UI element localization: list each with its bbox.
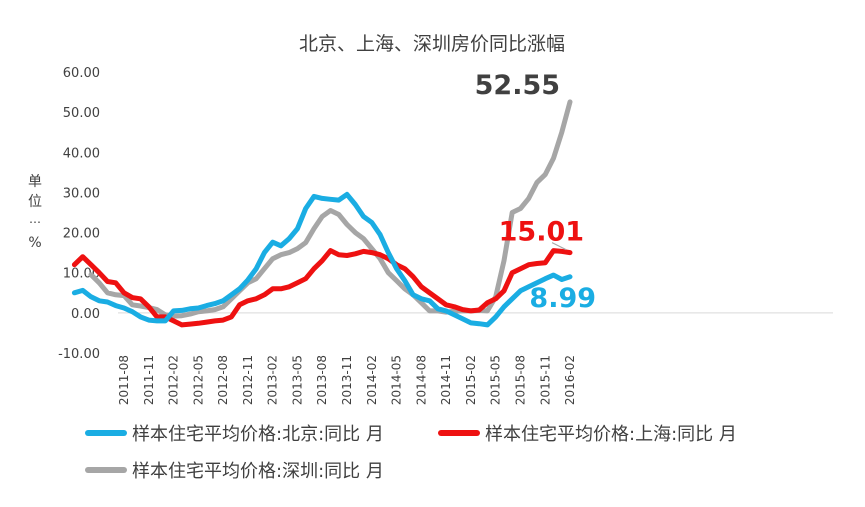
x-tick-label: 2015-11 <box>538 355 552 405</box>
x-tick-label: 2013-08 <box>315 355 329 405</box>
y-axis-ticks: -10.00 0.00 10.00 20.00 30.00 40.00 50.00 60.00 <box>58 66 100 362</box>
legend-label: 样本住宅平均价格:上海:同比 月 <box>485 424 737 445</box>
y-tick-label: 40.00 <box>63 146 100 161</box>
y-tick-label: 0.00 <box>71 307 100 322</box>
x-tick-label: 2012-05 <box>191 355 205 405</box>
y-axis-label-glyph-2: 位 <box>28 194 42 210</box>
x-tick-label: 2013-11 <box>340 355 354 405</box>
x-tick-label: 2014-02 <box>365 355 379 405</box>
y-axis-label-glyph-1: 单 <box>28 174 42 190</box>
x-tick-label: 2012-08 <box>216 355 230 405</box>
annotation-leader-line <box>551 242 567 251</box>
legend-label: 样本住宅平均价格:北京:同比 月 <box>132 424 384 445</box>
series-line-1 <box>71 248 573 328</box>
x-tick-label: 2012-02 <box>167 355 181 405</box>
y-tick-label: 30.00 <box>63 186 100 201</box>
x-tick-label: 2013-05 <box>290 355 304 405</box>
y-tick-label: 60.00 <box>63 66 100 81</box>
legend: 样本住宅平均价格:北京:同比 月 样本住宅平均价格:上海:同比 月样本住宅平均价格… <box>85 424 737 482</box>
x-tick-label: 2014-05 <box>390 355 404 405</box>
x-tick-label: 2015-05 <box>489 355 503 405</box>
end-value-label: 52.55 <box>475 70 560 101</box>
series-lines <box>71 99 573 328</box>
x-tick-label: 2015-02 <box>464 355 478 405</box>
x-tick-label: 2011-11 <box>142 355 156 405</box>
x-tick-label: 2015-08 <box>513 355 527 405</box>
end-value-labels: 52.55 15.01 8.99 <box>475 70 596 314</box>
x-tick-label: 2014-08 <box>414 355 428 405</box>
x-tick-label: 2011-08 <box>117 355 131 405</box>
series-line-2 <box>88 99 573 319</box>
legend-label: 样本住宅平均价格:深圳:同比 月 <box>132 461 384 482</box>
x-tick-label: 2014-11 <box>439 355 453 405</box>
y-tick-label: -10.00 <box>58 347 100 362</box>
x-tick-label: 2013-02 <box>266 355 280 405</box>
end-value-label: 15.01 <box>499 217 584 248</box>
y-tick-label: 20.00 <box>63 227 100 242</box>
series-line-0 <box>71 191 573 328</box>
x-tick-label: 2016-02 <box>563 355 577 405</box>
y-axis-label: 单 位 … % <box>28 174 42 251</box>
x-tick-label: 2012-11 <box>241 355 255 405</box>
chart-title: 北京、上海、深圳房价同比涨幅 <box>299 33 565 55</box>
x-axis-ticks: 2011-08 2011-11 2012-02 2012-05 2012-08 2012-… <box>117 355 577 405</box>
y-axis-label-glyph-4: % <box>28 235 41 251</box>
y-tick-label: 10.00 <box>63 267 100 282</box>
end-value-label: 8.99 <box>529 283 596 314</box>
y-axis-label-glyph-3: … <box>29 212 41 226</box>
y-tick-label: 50.00 <box>63 106 100 121</box>
